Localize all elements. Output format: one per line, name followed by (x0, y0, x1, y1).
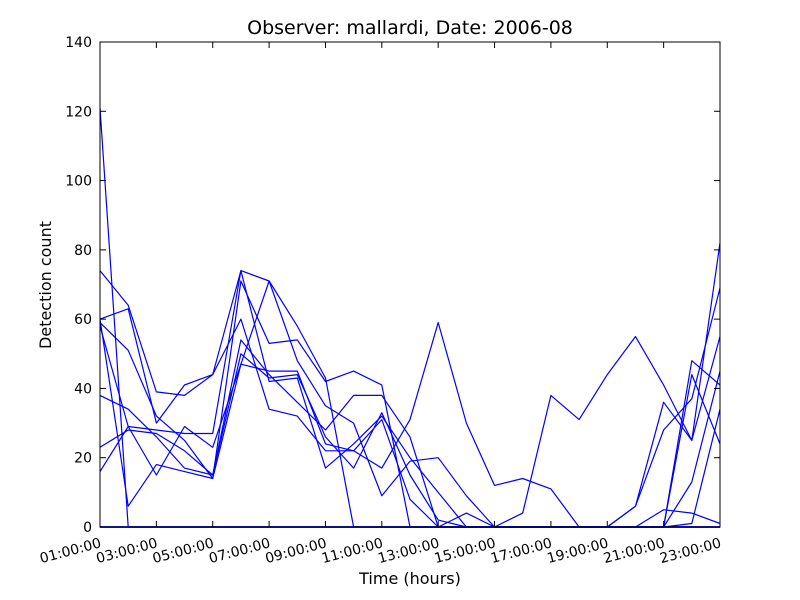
y-axis-title: Detection count (36, 221, 55, 349)
x-tick-label-9: 19:00:00 (545, 535, 610, 567)
series-line-3 (99, 280, 720, 528)
x-tick-label-11: 23:00:00 (658, 535, 723, 567)
x-tick-label-0: 01:00:00 (38, 535, 103, 567)
x-tick-label-10: 21:00:00 (602, 535, 667, 567)
x-axis-title: Time (hours) (358, 569, 461, 588)
x-tick-label-2: 05:00:00 (151, 535, 216, 567)
series-line-4 (99, 322, 720, 528)
y-tick-label-1: 20 (74, 451, 92, 467)
y-tick-label-7: 140 (65, 35, 92, 51)
x-tick-label-1: 03:00:00 (95, 535, 160, 567)
series-layer (99, 107, 721, 528)
y-tick-label-0: 0 (83, 520, 92, 536)
x-tick-label-3: 07:00:00 (207, 535, 272, 567)
x-tick-label-7: 15:00:00 (433, 535, 498, 567)
x-tick-label-4: 09:00:00 (264, 535, 329, 567)
series-line-1 (99, 107, 720, 528)
y-axis: 0 20 40 60 80 100 120 140 (65, 35, 720, 536)
series-line-13 (100, 360, 721, 528)
series-line-5 (99, 270, 720, 528)
y-tick-label-5: 100 (65, 174, 92, 190)
y-tick-label-2: 40 (74, 381, 92, 397)
series-line-14 (100, 409, 721, 528)
chart-title: Observer: mallardi, Date: 2006-08 (247, 17, 573, 39)
series-line-2 (99, 270, 720, 528)
series-line-9 (99, 308, 721, 528)
y-tick-label-3: 60 (74, 312, 92, 328)
plot-frame (99, 41, 721, 528)
series-line-8 (99, 280, 721, 528)
x-tick-label-6: 13:00:00 (376, 535, 441, 567)
y-tick-label-4: 80 (74, 243, 92, 259)
series-line-10 (100, 242, 721, 528)
series-line-7 (99, 353, 720, 528)
series-line-11 (100, 287, 721, 528)
x-tick-label-8: 17:00:00 (489, 535, 554, 567)
x-tick-label-5: 11:00:00 (320, 535, 385, 567)
y-tick-label-6: 120 (65, 104, 92, 120)
